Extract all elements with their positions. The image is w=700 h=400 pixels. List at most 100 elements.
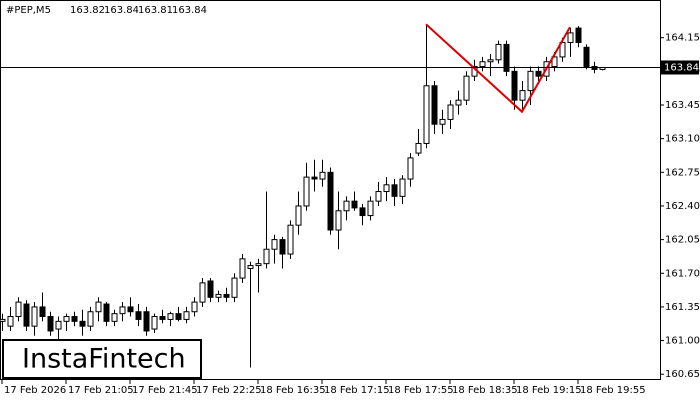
- candle-body: [135, 311, 142, 320]
- candle-body: [47, 316, 54, 332]
- x-tick-label: 18 Feb 16:35: [260, 385, 326, 396]
- candle-body: [455, 99, 462, 106]
- candle-body: [279, 239, 286, 255]
- candle-body: [399, 178, 406, 197]
- candle-body: [503, 43, 510, 72]
- candle-body: [535, 70, 542, 77]
- logo-box: [2, 339, 202, 379]
- candle-body: [127, 306, 134, 313]
- candle-body: [391, 184, 398, 197]
- candle-body: [343, 200, 350, 212]
- candle-body: [79, 320, 86, 327]
- y-tick-label: 161.00: [665, 336, 700, 347]
- candle-body: [87, 311, 94, 327]
- candle-body: [487, 59, 494, 63]
- candle-body: [223, 293, 230, 298]
- candle-body: [351, 200, 358, 209]
- candle-body: [15, 301, 22, 318]
- candle-body: [303, 176, 310, 207]
- candle-body: [295, 205, 302, 226]
- y-tick-label: 163.45: [665, 100, 700, 111]
- candle-body: [143, 311, 150, 332]
- candle-body: [567, 32, 574, 44]
- candle-body: [367, 200, 374, 217]
- candle-body: [583, 46, 590, 68]
- y-tick-label: 160.65: [665, 369, 700, 380]
- x-tick-label: 17 Feb 21:05: [68, 385, 134, 396]
- candle-body: [287, 224, 294, 255]
- candle-body: [431, 85, 438, 125]
- y-tick-label: 162.40: [665, 201, 700, 212]
- candle-body: [415, 142, 422, 154]
- x-tick-label: 17 Feb 2026: [4, 385, 66, 396]
- y-tick-label: 163.10: [665, 134, 700, 145]
- header-value: 163.84: [104, 5, 139, 16]
- candle-body: [479, 61, 486, 68]
- x-tick-label: 18 Feb 17:55: [388, 385, 454, 396]
- candle-body: [575, 27, 582, 43]
- candle-body: [55, 320, 62, 330]
- candle-body: [159, 316, 166, 320]
- candle-body: [7, 316, 14, 327]
- candle-body: [215, 293, 222, 298]
- x-tick-label: 18 Feb 19:15: [516, 385, 582, 396]
- candle-body: [495, 43, 502, 61]
- x-tick-label: 18 Feb 17:15: [324, 385, 390, 396]
- candle-body: [263, 248, 270, 265]
- current-price-box: [661, 60, 699, 75]
- candle-body: [0, 318, 6, 322]
- header-value: 163.81: [138, 5, 173, 16]
- chart-title: #PEP,M5: [6, 5, 51, 16]
- candle-body: [31, 306, 38, 327]
- pattern-line: [425, 23, 571, 114]
- y-tick-label: 162.75: [665, 167, 700, 178]
- candle-body: [167, 313, 174, 320]
- y-tick-label: 161.70: [665, 268, 700, 279]
- header-value: 163.84: [172, 5, 207, 16]
- candle-body: [359, 207, 366, 217]
- candle-body: [511, 70, 518, 101]
- candle-body: [63, 316, 70, 322]
- candle-body: [551, 56, 558, 68]
- candle-body: [39, 306, 46, 318]
- candle-body: [519, 90, 526, 101]
- candle-body: [71, 316, 78, 322]
- x-tick-label: 18 Feb 19:55: [580, 385, 646, 396]
- candle-body: [271, 239, 278, 250]
- candle-body: [207, 280, 214, 298]
- candle-body: [319, 171, 326, 180]
- candle-body: [439, 118, 446, 125]
- candle-body: [183, 311, 190, 320]
- candle-body: [231, 277, 238, 298]
- candle-body: [255, 263, 262, 267]
- y-tick-label: 162.05: [665, 235, 700, 246]
- header-value: 163.82: [70, 5, 105, 16]
- candle-body: [375, 191, 382, 202]
- x-tick-label: 17 Feb 21:45: [132, 385, 198, 396]
- candle-body: [247, 265, 254, 269]
- y-tick-label: 161.35: [665, 302, 700, 313]
- candle-body: [423, 85, 430, 144]
- candle-body: [23, 303, 30, 327]
- candle-body: [95, 301, 102, 313]
- candle-body: [111, 313, 118, 322]
- candle-body: [559, 42, 566, 58]
- candle-body: [407, 157, 414, 180]
- candle-body: [527, 70, 534, 92]
- candle-body: [103, 303, 110, 322]
- y-tick-label: 164.15: [665, 33, 700, 44]
- candle-body: [383, 184, 390, 193]
- plot-area: [0, 25, 606, 368]
- candle-body: [119, 306, 126, 315]
- candle-body: [191, 301, 198, 313]
- candle-body: [447, 104, 454, 120]
- candle-body: [199, 282, 206, 303]
- candle-body: [311, 176, 318, 180]
- candle-body: [175, 313, 182, 320]
- x-tick-label: 18 Feb 18:35: [452, 385, 518, 396]
- candle-body: [327, 171, 334, 231]
- x-tick-label: 17 Feb 22:25: [196, 385, 262, 396]
- candle-body: [335, 210, 342, 231]
- candle-body: [239, 258, 246, 279]
